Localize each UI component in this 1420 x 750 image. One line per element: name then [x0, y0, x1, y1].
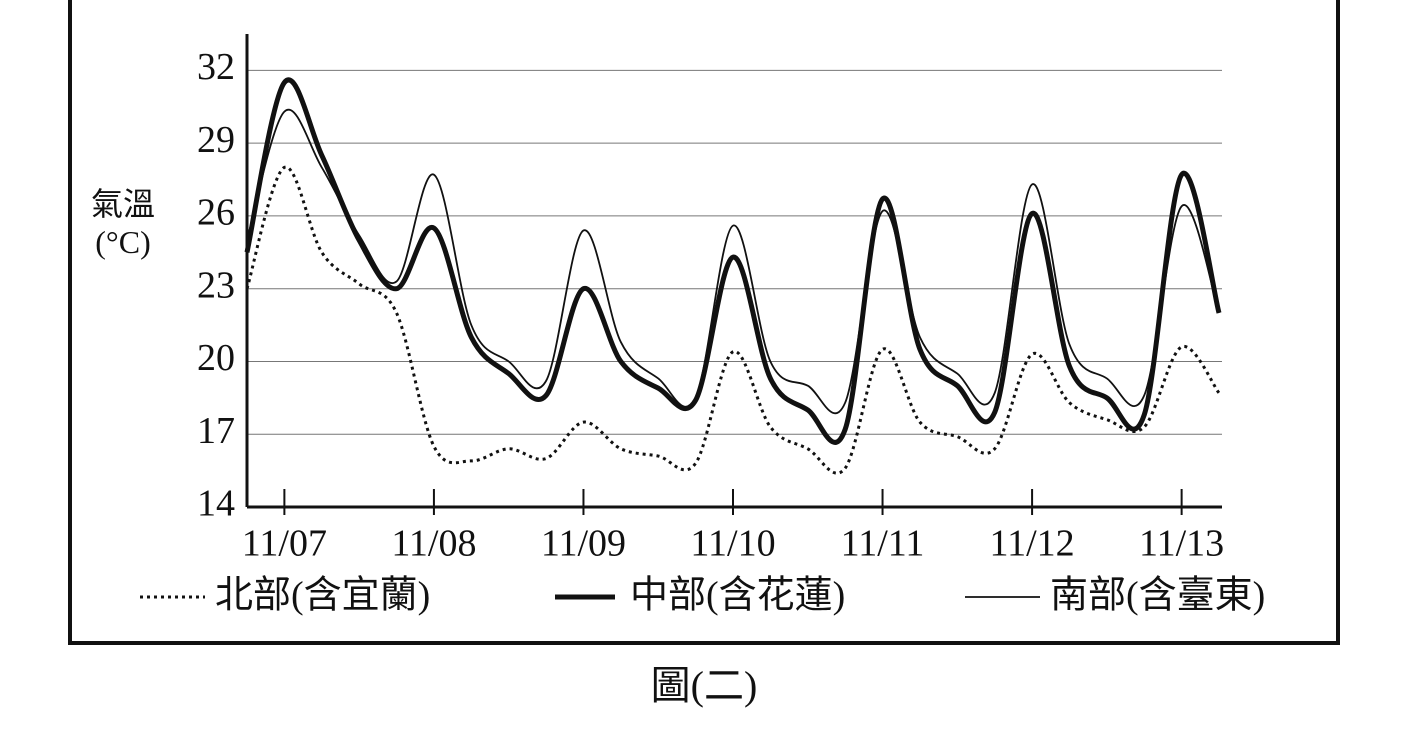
- y-tick-label: 26: [197, 192, 235, 234]
- y-tick-label: 14: [197, 483, 235, 525]
- legend-label: 北部(含宜蘭): [215, 575, 430, 617]
- x-tick-label: 11/10: [690, 523, 775, 565]
- x-tick-label: 11/13: [1139, 523, 1224, 565]
- y-axis-label: 氣溫(°C): [90, 186, 155, 260]
- y-tick-label: 29: [197, 119, 235, 161]
- x-tick-label: 11/07: [242, 523, 327, 565]
- caption: 圖(二): [651, 663, 758, 708]
- x-tick-label: 11/11: [841, 523, 925, 565]
- y-tick-label: 20: [197, 337, 235, 379]
- y-tick-label: 32: [197, 46, 235, 88]
- x-tick-label: 11/09: [541, 523, 626, 565]
- frame: [68, 0, 1340, 645]
- y-tick-label: 17: [197, 410, 235, 452]
- x-tick-label: 11/12: [990, 523, 1075, 565]
- series-line: [246, 108, 1220, 415]
- legend-label: 南部(含臺東): [1050, 575, 1265, 617]
- legend-label: 中部(含花蓮): [630, 575, 845, 617]
- y-tick-label: 23: [197, 264, 235, 306]
- series-line: [244, 77, 1222, 445]
- series-line: [245, 165, 1221, 475]
- x-tick-label: 11/08: [391, 523, 476, 565]
